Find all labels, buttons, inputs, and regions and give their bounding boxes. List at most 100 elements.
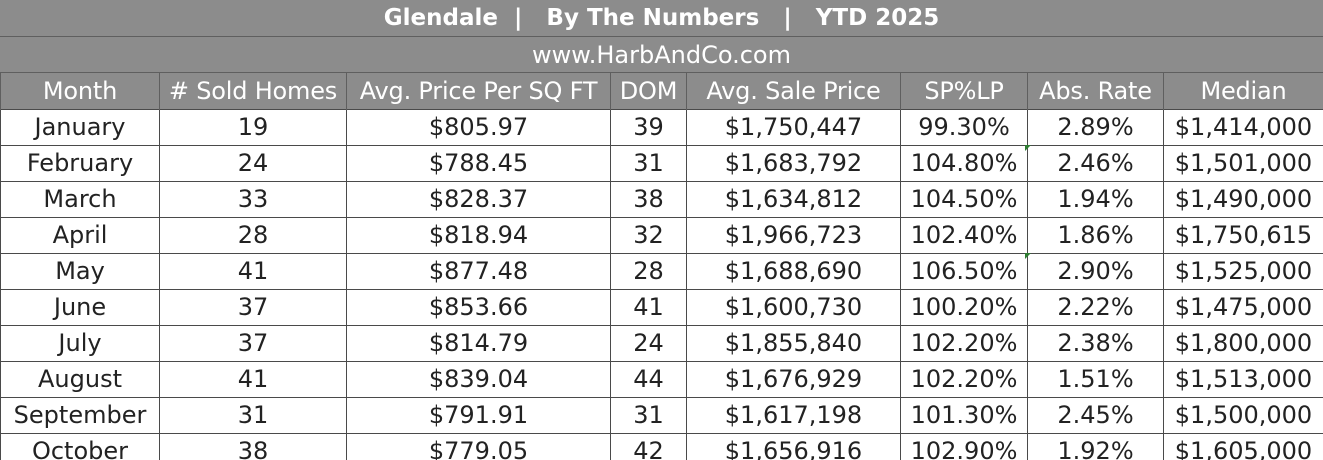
table-row: October 38 $779.05 42 $1,656,916 102.90% 1.92%… <box>0 432 1323 460</box>
table-cell[interactable]: 42 <box>610 432 687 460</box>
column-header-row: Month # Sold Homes Avg. Price Per SQ FT … <box>0 73 1323 109</box>
table-cell[interactable]: $1,683,792 <box>686 144 901 182</box>
table-cell[interactable]: May <box>0 252 160 290</box>
table-cell[interactable]: $1,800,000 <box>1163 324 1323 362</box>
table-cell[interactable]: $1,656,916 <box>686 432 901 460</box>
table-cell[interactable]: $1,855,840 <box>686 324 901 362</box>
table-cell[interactable]: June <box>0 288 160 326</box>
table-cell[interactable]: $877.48 <box>346 252 611 290</box>
table-cell[interactable]: August <box>0 360 160 398</box>
table-cell[interactable]: February <box>0 144 160 182</box>
column-header[interactable]: DOM <box>610 73 687 109</box>
table-cell[interactable]: 31 <box>610 396 687 434</box>
table-cell[interactable]: 99.30% <box>900 108 1028 146</box>
monthly-stats-table: Month # Sold Homes Avg. Price Per SQ FT … <box>0 73 1323 460</box>
table-cell[interactable]: $805.97 <box>346 108 611 146</box>
table-cell[interactable]: 28 <box>159 216 347 254</box>
table-cell[interactable]: $791.91 <box>346 396 611 434</box>
table-cell[interactable]: 102.40% <box>900 216 1028 254</box>
table-cell[interactable]: $1,501,000 <box>1163 144 1323 182</box>
column-header[interactable]: Median <box>1163 73 1323 109</box>
table-cell[interactable]: $1,414,000 <box>1163 108 1323 146</box>
table-cell[interactable]: $853.66 <box>346 288 611 326</box>
table-cell[interactable]: March <box>0 180 160 218</box>
table-cell[interactable]: 38 <box>159 432 347 460</box>
column-header[interactable]: Avg. Price Per SQ FT <box>346 73 611 109</box>
table-cell[interactable]: 2.90% <box>1027 252 1164 290</box>
table-cell[interactable]: $814.79 <box>346 324 611 362</box>
table-cell[interactable]: September <box>0 396 160 434</box>
table-cell[interactable]: 24 <box>159 144 347 182</box>
table-cell[interactable]: 102.20% <box>900 360 1028 398</box>
table-cell[interactable]: 37 <box>159 288 347 326</box>
table-cell[interactable]: 19 <box>159 108 347 146</box>
table-cell[interactable]: $1,688,690 <box>686 252 901 290</box>
table-cell[interactable]: 44 <box>610 360 687 398</box>
table-cell[interactable]: $1,475,000 <box>1163 288 1323 326</box>
table-cell[interactable]: $1,617,198 <box>686 396 901 434</box>
table-cell[interactable]: 39 <box>610 108 687 146</box>
table-cell[interactable]: $1,676,929 <box>686 360 901 398</box>
table-cell[interactable]: $788.45 <box>346 144 611 182</box>
table-cell[interactable]: $1,513,000 <box>1163 360 1323 398</box>
table-cell[interactable]: 41 <box>159 252 347 290</box>
table-cell[interactable]: 2.89% <box>1027 108 1164 146</box>
table-cell[interactable]: 104.50% <box>900 180 1028 218</box>
table-row: February 24 $788.45 31 $1,683,792 104.80% 2.46… <box>0 144 1323 182</box>
table-cell[interactable]: $1,605,000 <box>1163 432 1323 460</box>
column-header[interactable]: # Sold Homes <box>159 73 347 109</box>
table-cell[interactable]: $1,490,000 <box>1163 180 1323 218</box>
table-row: January 19 $805.97 39 $1,750,447 99.30% 2.89% $… <box>0 108 1323 146</box>
table-cell[interactable]: 1.94% <box>1027 180 1164 218</box>
table-cell[interactable]: $779.05 <box>346 432 611 460</box>
table-row: July 37 $814.79 24 $1,855,840 102.20% 2.38% $1,… <box>0 324 1323 362</box>
table-cell[interactable]: $1,500,000 <box>1163 396 1323 434</box>
column-header[interactable]: SP%LP <box>900 73 1028 109</box>
table-body: January 19 $805.97 39 $1,750,447 99.30% 2.89% $… <box>0 108 1323 460</box>
table-cell[interactable]: 102.20% <box>900 324 1028 362</box>
table-cell[interactable]: 104.80% <box>900 144 1028 182</box>
table-cell[interactable]: 24 <box>610 324 687 362</box>
column-header[interactable]: Avg. Sale Price <box>686 73 901 109</box>
table-cell[interactable]: $1,750,615 <box>1163 216 1323 254</box>
table-cell[interactable]: 31 <box>610 144 687 182</box>
table-cell[interactable]: 28 <box>610 252 687 290</box>
table-cell[interactable]: April <box>0 216 160 254</box>
table-cell[interactable]: 2.45% <box>1027 396 1164 434</box>
table-cell[interactable]: 37 <box>159 324 347 362</box>
table-row: September 31 $791.91 31 $1,617,198 101.30% 2.4… <box>0 396 1323 434</box>
table-cell[interactable]: $1,634,812 <box>686 180 901 218</box>
table-cell[interactable]: $1,600,730 <box>686 288 901 326</box>
table-cell[interactable]: 100.20% <box>900 288 1028 326</box>
table-cell[interactable]: 41 <box>159 360 347 398</box>
table-cell[interactable]: 102.90% <box>900 432 1028 460</box>
column-header[interactable]: Abs. Rate <box>1027 73 1164 109</box>
table-cell[interactable]: 33 <box>159 180 347 218</box>
table-cell[interactable]: 32 <box>610 216 687 254</box>
table-cell[interactable]: $839.04 <box>346 360 611 398</box>
table-cell[interactable]: 2.22% <box>1027 288 1164 326</box>
comment-marker-icon[interactable] <box>1025 145 1031 151</box>
table-cell[interactable]: $818.94 <box>346 216 611 254</box>
column-header[interactable]: Month <box>0 73 160 109</box>
table-cell[interactable]: 41 <box>610 288 687 326</box>
table-cell[interactable]: $1,750,447 <box>686 108 901 146</box>
table-cell[interactable]: 1.51% <box>1027 360 1164 398</box>
table-cell[interactable]: 2.46% <box>1027 144 1164 182</box>
table-cell[interactable]: 1.92% <box>1027 432 1164 460</box>
table-cell[interactable]: January <box>0 108 160 146</box>
table-cell[interactable]: $828.37 <box>346 180 611 218</box>
table-cell[interactable]: 38 <box>610 180 687 218</box>
table-cell[interactable]: 101.30% <box>900 396 1028 434</box>
table-cell[interactable]: 31 <box>159 396 347 434</box>
table-cell[interactable]: 106.50% <box>900 252 1028 290</box>
table-cell[interactable]: October <box>0 432 160 460</box>
table-cell[interactable]: $1,966,723 <box>686 216 901 254</box>
table-cell[interactable]: July <box>0 324 160 362</box>
table-row: March 33 $828.37 38 $1,634,812 104.50% 1.94% $1… <box>0 180 1323 218</box>
table-cell[interactable]: $1,525,000 <box>1163 252 1323 290</box>
table-cell[interactable]: 2.38% <box>1027 324 1164 362</box>
comment-marker-icon[interactable] <box>1025 253 1031 259</box>
table-cell[interactable]: 1.86% <box>1027 216 1164 254</box>
